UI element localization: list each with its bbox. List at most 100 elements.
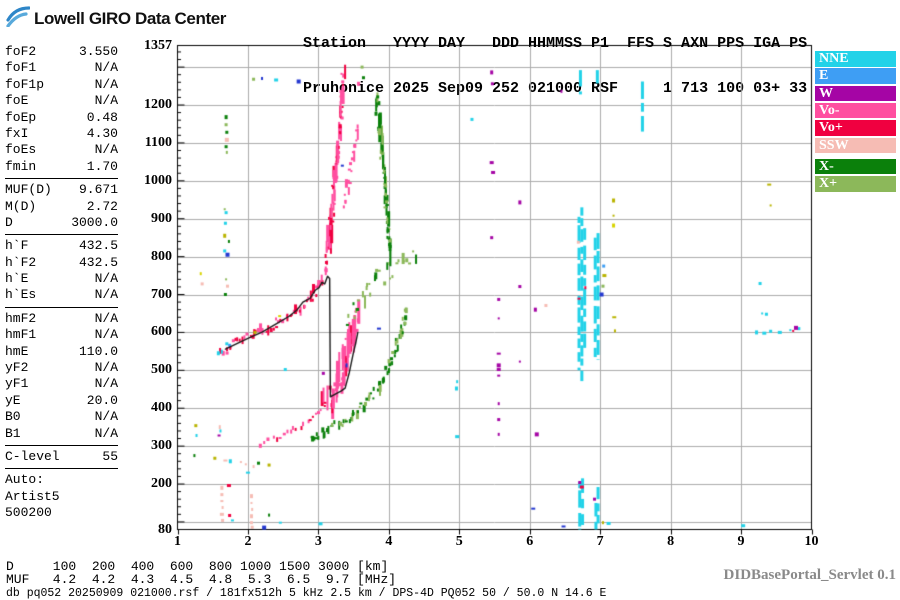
param-value: N/A bbox=[94, 93, 118, 109]
param-row-foes: foEs N/A bbox=[5, 142, 118, 158]
frequency-tick-label: 8 bbox=[667, 534, 675, 549]
param-value: 3000.0 bbox=[71, 214, 118, 230]
height-tick-label: 600 bbox=[151, 324, 172, 340]
param-label: M(D) bbox=[5, 198, 37, 214]
param-label: MUF(D) bbox=[5, 182, 52, 198]
panel-separator bbox=[5, 234, 118, 236]
height-tick-label: 1100 bbox=[144, 134, 172, 150]
height-tick-label: 300 bbox=[151, 438, 172, 454]
frequency-tick-label: 7 bbox=[596, 534, 604, 549]
ionogram-plot bbox=[170, 40, 820, 540]
param-value: N/A bbox=[94, 142, 118, 158]
param-row-hmf1: hmF1 N/A bbox=[5, 327, 118, 343]
param-label: h`F bbox=[5, 238, 29, 254]
param-row-fmin: fmin 1.70 bbox=[5, 159, 118, 175]
param-value: N/A bbox=[94, 76, 118, 92]
muf-values-row: MUF 4.2 4.2 4.3 4.5 4.8 5.3 6.5 9.7 [MHz… bbox=[6, 572, 397, 587]
panel-separator bbox=[5, 306, 118, 308]
param-value: 20.0 bbox=[86, 392, 118, 408]
param-label: hmE bbox=[5, 343, 29, 359]
record-info-row: db pq052 20250909 021000.rsf / 181fx512h… bbox=[6, 587, 607, 600]
height-tick-label: 1200 bbox=[144, 97, 172, 112]
param-label: yF2 bbox=[5, 360, 29, 376]
legend-item-nne: NNE bbox=[815, 51, 896, 67]
param-row-hme: hmE 110.0 bbox=[5, 344, 118, 360]
giro-swoosh-icon bbox=[6, 5, 31, 32]
param-value: 432.5 bbox=[78, 238, 118, 254]
param-row-clevel: C-level 55 bbox=[5, 449, 118, 465]
parameter-panel: foF2 3.550 foF1 N/A foF1p N/A foE N/A foEp 0.48 fx… bbox=[5, 44, 118, 522]
height-tick-label: 700 bbox=[151, 286, 172, 302]
height-tick-label: 500 bbox=[151, 362, 172, 378]
param-row-b1: B1 N/A bbox=[5, 426, 118, 442]
param-label: foF1 bbox=[5, 60, 37, 76]
panel-separator bbox=[5, 468, 118, 470]
param-value: 4.30 bbox=[86, 125, 118, 141]
param-value: 1.70 bbox=[86, 158, 118, 174]
param-value: N/A bbox=[94, 360, 118, 376]
param-label: hmF1 bbox=[5, 327, 37, 343]
panel-separator bbox=[5, 178, 118, 180]
param-row-fof1: foF1 N/A bbox=[5, 60, 118, 76]
param-row-hes: h`Es N/A bbox=[5, 287, 118, 303]
param-label: B0 bbox=[5, 409, 21, 425]
height-tick-label: 800 bbox=[151, 248, 172, 264]
param-label: hmF2 bbox=[5, 310, 37, 326]
servlet-version-label: DIDBasePortal_Servlet 0.1 bbox=[723, 567, 896, 583]
height-tick-label: 1000 bbox=[144, 172, 172, 188]
param-label: foEs bbox=[5, 142, 37, 158]
param-value: 55 bbox=[102, 448, 118, 464]
frequency-tick-label: 10 bbox=[804, 534, 819, 549]
param-value: N/A bbox=[94, 409, 118, 425]
frequency-tick-label: 9 bbox=[737, 534, 745, 549]
height-tick-label: 900 bbox=[151, 210, 172, 226]
frequency-tick-label: 5 bbox=[455, 534, 463, 549]
height-tick-label: 400 bbox=[151, 400, 172, 416]
param-row-md: M(D) 2.72 bbox=[5, 199, 118, 215]
param-row-hf: h`F 432.5 bbox=[5, 238, 118, 254]
param-row-fxi: fxI 4.30 bbox=[5, 126, 118, 142]
param-value: 432.5 bbox=[78, 254, 118, 270]
muf-distance-row: D 100 200 400 600 800 1000 1500 3000 [km… bbox=[6, 559, 389, 574]
param-value: N/A bbox=[94, 425, 118, 441]
height-tick-label: 1357 bbox=[144, 37, 172, 53]
param-row-yf2: yF2 N/A bbox=[5, 360, 118, 376]
param-value: N/A bbox=[94, 327, 118, 343]
param-row-fof2: foF2 3.550 bbox=[5, 44, 118, 60]
logo-title: Lowell GIRO Data Center bbox=[34, 8, 227, 28]
param-value: 2.72 bbox=[86, 198, 118, 214]
param-row-yf1: yF1 N/A bbox=[5, 376, 118, 392]
panel-separator bbox=[5, 444, 118, 446]
frequency-tick-label: 6 bbox=[526, 534, 534, 549]
param-label: foF1p bbox=[5, 76, 45, 92]
param-row-mufd: MUF(D) 9.671 bbox=[5, 182, 118, 198]
frequency-tick-label: 1 bbox=[174, 534, 181, 549]
param-label: B1 bbox=[5, 425, 21, 441]
param-label: h`E bbox=[5, 271, 29, 287]
height-tick-label: 80 bbox=[158, 521, 172, 537]
param-label: yF1 bbox=[5, 376, 29, 392]
param-label: foF2 bbox=[5, 44, 37, 59]
legend-item-vo+: Vo+ bbox=[815, 120, 896, 136]
param-label: yE bbox=[5, 392, 21, 408]
param-value: N/A bbox=[94, 310, 118, 326]
frequency-tick-label: 2 bbox=[244, 534, 252, 549]
param-label: foEp bbox=[5, 109, 37, 125]
param-label: fmin bbox=[5, 158, 37, 174]
param-row-foe: foE N/A bbox=[5, 93, 118, 109]
legend-item-x-: X- bbox=[815, 158, 896, 175]
param-value: 9.671 bbox=[78, 182, 118, 198]
param-row-ye: yE 20.0 bbox=[5, 393, 118, 409]
legend-item-x+: X+ bbox=[815, 176, 896, 192]
legend-item-e: E bbox=[815, 68, 896, 84]
autoscaler-line: Artist5 bbox=[5, 488, 60, 504]
giro-logo: Lowell GIRO Data Center bbox=[6, 5, 226, 32]
param-label: foE bbox=[5, 93, 29, 109]
frequency-tick-label: 3 bbox=[314, 534, 322, 549]
param-row-hf2: h`F2 432.5 bbox=[5, 255, 118, 271]
param-value: 110.0 bbox=[78, 343, 118, 359]
height-tick-label: 200 bbox=[151, 476, 172, 492]
autoscaler-line: 500200 bbox=[5, 505, 52, 521]
param-value: N/A bbox=[94, 376, 118, 392]
